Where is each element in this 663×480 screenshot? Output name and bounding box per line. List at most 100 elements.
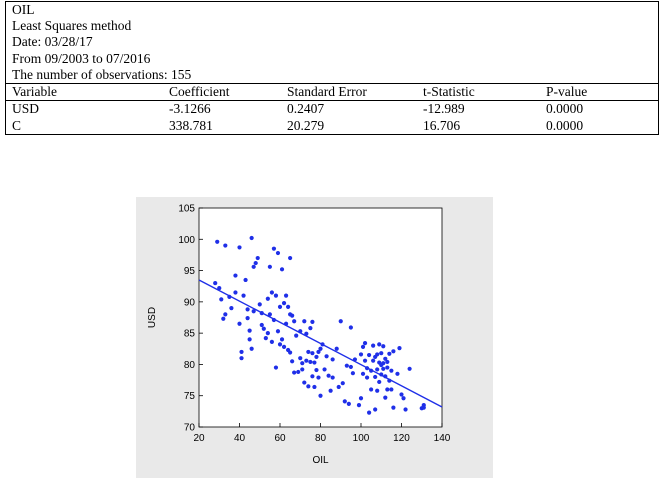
data-point (389, 368, 394, 373)
axis-ticks: 20 40 60 80 100 120 140 70 75 80 85 90 95 100 105 (178, 204, 450, 445)
data-point (322, 367, 327, 372)
data-point (377, 379, 382, 385)
table-cell: -3.1266 (169, 101, 211, 117)
data-point (318, 393, 323, 398)
data-point (338, 319, 343, 324)
data-point (247, 337, 252, 342)
data-point (288, 350, 293, 355)
y-tick-label: 75 (184, 391, 196, 402)
data-point (340, 381, 345, 386)
data-point (330, 357, 335, 362)
data-point (348, 364, 353, 370)
data-point (229, 306, 234, 311)
data-point (348, 325, 353, 330)
table-cell: 0.2407 (287, 101, 325, 117)
data-point (283, 293, 289, 298)
table-header-row: Variable Coefficient Standard Error t-St… (6, 84, 658, 101)
data-point (369, 387, 374, 392)
data-point (324, 354, 329, 359)
column-header-coefficient: Coefficient (169, 83, 230, 99)
data-point (334, 346, 339, 351)
data-point (373, 407, 378, 412)
table-row: USD -3.1266 0.2407 -12.989 0.0000 (6, 101, 658, 118)
table-cell: 338.781 (169, 117, 213, 133)
data-point (364, 375, 370, 380)
data-point (251, 309, 256, 314)
data-point (275, 329, 281, 334)
data-point (358, 352, 364, 357)
data-point (391, 349, 396, 354)
data-point (302, 380, 307, 385)
data-point (308, 359, 313, 365)
table-cell: -12.989 (423, 101, 465, 117)
data-point (237, 321, 242, 326)
data-point (288, 255, 293, 261)
table-cell: USD (12, 101, 40, 117)
data-point (296, 369, 301, 375)
data-point (314, 354, 319, 360)
data-point (259, 322, 264, 328)
data-point (213, 280, 218, 286)
data-point (362, 341, 368, 346)
data-point (215, 239, 220, 244)
sample-range: From 09/2003 to 07/2016 (12, 50, 151, 66)
data-point (316, 375, 321, 380)
data-point (221, 316, 226, 321)
data-point (310, 351, 315, 356)
data-point (371, 358, 376, 363)
x-tick-label: 100 (353, 433, 370, 444)
column-header-t-statistic: t-Statistic (423, 83, 475, 99)
y-tick-label: 80 (184, 360, 196, 371)
table-row: C 338.781 20.279 16.706 0.0000 (6, 118, 658, 135)
data-point (281, 344, 287, 350)
data-point (273, 365, 279, 370)
plot-area (198, 207, 443, 428)
column-header-standard-error: Standard Error (287, 83, 367, 99)
data-point (358, 396, 364, 401)
x-tick-label: 80 (315, 433, 327, 444)
data-point (237, 245, 242, 250)
y-tick-label: 100 (178, 235, 195, 246)
data-point (373, 374, 378, 380)
data-point (261, 326, 266, 331)
data-point (241, 293, 246, 298)
data-point (265, 331, 270, 336)
regression-line (198, 279, 443, 408)
data-point (367, 352, 372, 358)
data-point (310, 319, 315, 324)
estimation-date: Date: 03/28/17 (12, 34, 93, 50)
data-point (397, 346, 402, 351)
data-point (243, 277, 248, 283)
data-point (223, 243, 228, 248)
data-point (385, 365, 390, 370)
y-tick-label: 90 (184, 297, 196, 308)
dependent-variable: OIL (12, 2, 35, 17)
data-point (330, 375, 335, 380)
data-point (383, 356, 388, 361)
data-point (381, 366, 386, 371)
data-point (267, 264, 272, 269)
data-point (407, 366, 412, 371)
data-point (360, 344, 366, 350)
table-rule (6, 100, 658, 102)
data-point (367, 410, 372, 415)
data-point (379, 351, 384, 356)
data-point (239, 356, 244, 361)
data-point (253, 260, 258, 266)
x-tick-label: 140 (434, 433, 451, 444)
column-header-p-value: P-value (546, 83, 588, 99)
scatter-chart-panel: 20 40 60 80 100 120 140 70 75 80 85 90 95 100 105 OIL … (136, 197, 493, 478)
data-point (403, 407, 408, 412)
data-point (350, 371, 355, 376)
observation-count: The number of observations: 155 (12, 66, 192, 82)
data-point (362, 358, 368, 363)
y-axis-title: USD (147, 307, 158, 328)
data-point (356, 403, 362, 408)
data-point (306, 384, 311, 389)
data-point (375, 352, 380, 357)
data-point (267, 312, 272, 317)
data-point (263, 336, 268, 341)
data-point (294, 333, 299, 338)
data-point (308, 326, 313, 331)
data-point (310, 374, 315, 379)
